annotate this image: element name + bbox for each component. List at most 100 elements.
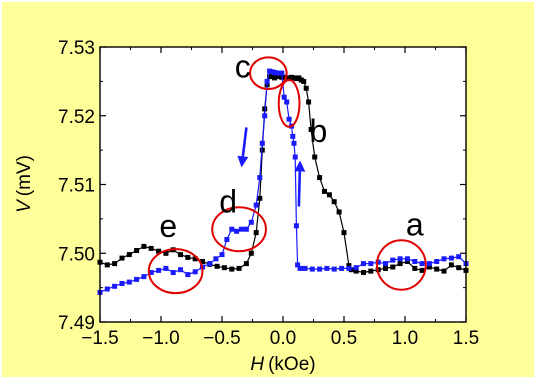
blue-data-point bbox=[259, 140, 265, 146]
blue-data-point bbox=[456, 254, 462, 260]
blue-data-point bbox=[290, 133, 296, 139]
y-tick-label: 7.52 bbox=[58, 107, 95, 128]
y-tick-label: 7.50 bbox=[58, 244, 95, 265]
black-data-point bbox=[390, 264, 396, 270]
black-data-point bbox=[434, 266, 440, 272]
point-label-e: e bbox=[159, 208, 177, 244]
black-data-point bbox=[456, 265, 462, 271]
blue-data-point bbox=[317, 266, 323, 272]
blue-data-point bbox=[291, 140, 297, 146]
plot-area bbox=[100, 47, 466, 322]
blue-data-point bbox=[112, 283, 118, 289]
blue-data-point bbox=[297, 265, 303, 271]
point-label-d: d bbox=[219, 184, 237, 220]
blue-data-point bbox=[163, 265, 169, 271]
x-tick-label: −1.5 bbox=[81, 328, 119, 349]
blue-data-point bbox=[213, 256, 219, 262]
x-tick-label: −1.0 bbox=[142, 328, 180, 349]
black-data-point bbox=[119, 255, 125, 261]
blue-data-point bbox=[346, 265, 352, 271]
y-axis-symbol: V bbox=[14, 198, 35, 213]
blue-data-point bbox=[368, 261, 374, 267]
black-data-point bbox=[148, 245, 154, 251]
black-data-point bbox=[200, 259, 205, 264]
blue-data-point bbox=[281, 94, 287, 100]
blue-data-point bbox=[293, 223, 299, 229]
black-data-point bbox=[346, 263, 352, 269]
black-data-point bbox=[236, 265, 242, 271]
blue-data-point bbox=[243, 226, 249, 232]
blue-data-point bbox=[353, 265, 359, 271]
black-data-point bbox=[303, 85, 309, 91]
black-data-point bbox=[353, 268, 359, 274]
blue-data-point bbox=[219, 252, 225, 258]
x-tick-label: 0.0 bbox=[270, 328, 296, 349]
black-data-point bbox=[163, 250, 169, 256]
blue-data-point bbox=[253, 202, 259, 208]
blue-data-point bbox=[419, 261, 425, 267]
blue-data-point bbox=[295, 262, 301, 268]
highlight-circle bbox=[249, 56, 288, 90]
black-data-point bbox=[419, 267, 425, 273]
x-axis-unit: (kOe) bbox=[268, 354, 316, 375]
blue-data-point bbox=[229, 226, 235, 232]
direction-arrow-head bbox=[237, 155, 249, 168]
black-data-point bbox=[368, 268, 374, 274]
blue-data-point bbox=[248, 219, 254, 225]
black-data-point bbox=[426, 264, 432, 270]
black-data-point bbox=[104, 262, 110, 268]
black-data-point bbox=[253, 230, 259, 236]
black-data-point bbox=[126, 252, 132, 258]
highlight-circle bbox=[277, 79, 301, 128]
x-axis-symbol: H bbox=[250, 354, 264, 375]
y-tick-label: 7.49 bbox=[58, 313, 95, 334]
blue-data-point bbox=[383, 261, 388, 267]
blue-data-point bbox=[448, 255, 454, 261]
chart-marks bbox=[97, 68, 469, 295]
black-data-point bbox=[112, 261, 118, 267]
black-data-point bbox=[322, 188, 327, 194]
blue-data-point bbox=[302, 265, 308, 271]
y-axis-unit: (mV) bbox=[14, 155, 35, 196]
black-data-point bbox=[192, 256, 198, 262]
chart-annotations: a b c d e bbox=[147, 48, 427, 295]
blue-data-point bbox=[390, 257, 396, 263]
blue-data-point bbox=[375, 259, 381, 265]
blue-data-point bbox=[264, 78, 270, 84]
black-data-point bbox=[141, 243, 147, 249]
blue-data-point bbox=[441, 256, 447, 262]
blue-data-point bbox=[148, 270, 154, 275]
blue-data-point bbox=[224, 237, 230, 242]
blue-data-point bbox=[397, 256, 403, 262]
black-data-point bbox=[397, 261, 403, 267]
black-data-point bbox=[361, 270, 366, 275]
blue-data-point bbox=[141, 274, 147, 280]
black-data-point bbox=[257, 195, 263, 201]
black-data-point bbox=[441, 268, 447, 274]
blue-data-point bbox=[192, 269, 198, 275]
x-axis-label: H (kOe) bbox=[250, 354, 315, 375]
black-data-point bbox=[308, 127, 314, 132]
blue-data-point bbox=[309, 266, 315, 272]
black-data-point bbox=[412, 265, 418, 271]
blue-data-point bbox=[185, 272, 191, 278]
blue-data-point bbox=[178, 267, 183, 273]
blue-data-point bbox=[284, 99, 290, 105]
blue-data-point bbox=[339, 265, 345, 271]
blue-data-point bbox=[426, 261, 432, 267]
black-data-point bbox=[134, 248, 140, 253]
blue-data-point bbox=[412, 259, 418, 264]
black-data-point bbox=[248, 250, 254, 256]
highlight-circle bbox=[211, 206, 267, 253]
blue-data-point bbox=[239, 226, 244, 232]
black-data-point bbox=[301, 78, 307, 84]
blue-data-point bbox=[331, 266, 337, 272]
blue-data-point bbox=[286, 116, 292, 122]
black-data-point bbox=[185, 254, 191, 260]
blue-data-point bbox=[434, 259, 440, 264]
point-label-c: c bbox=[235, 48, 251, 84]
blue-data-point bbox=[104, 286, 110, 292]
black-data-point bbox=[229, 266, 235, 272]
point-label-b: b bbox=[309, 113, 327, 149]
